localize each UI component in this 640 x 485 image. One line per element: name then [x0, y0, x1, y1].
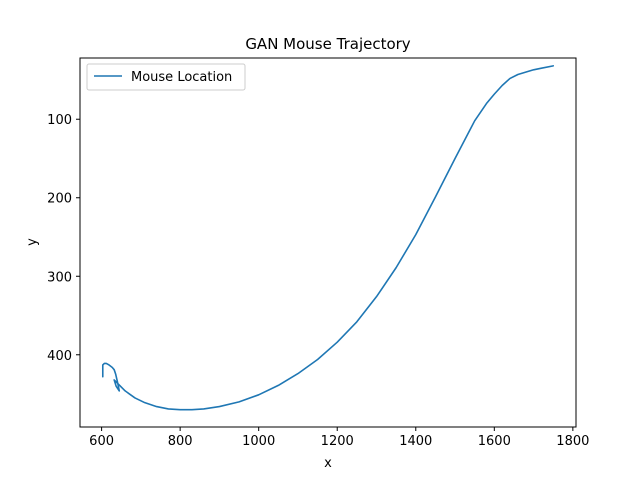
x-axis-ticks: 600 800 1000 1200 1400 1600 1800 — [89, 427, 589, 449]
legend-label-mouse-location: Mouse Location — [131, 70, 232, 85]
y-tick-label: 400 — [47, 349, 72, 364]
series-line-mouse-location — [101, 65, 555, 411]
x-tick-label: 1000 — [242, 434, 275, 449]
plot-frame — [79, 57, 577, 428]
x-tick-label: 800 — [168, 434, 193, 449]
chart-title: GAN Mouse Trajectory — [245, 35, 410, 53]
x-tick-label: 1600 — [478, 434, 511, 449]
x-tick-label: 1800 — [556, 434, 589, 449]
legend: Mouse Location — [86, 63, 246, 91]
y-tick-label: 200 — [47, 192, 72, 207]
y-tick-label: 100 — [47, 113, 72, 128]
x-axis-label: x — [324, 456, 332, 471]
x-tick-label: 1400 — [399, 434, 432, 449]
y-tick-label: 300 — [47, 270, 72, 285]
x-tick-label: 1200 — [321, 434, 354, 449]
y-axis-label: y — [25, 238, 40, 246]
legend-box — [86, 63, 246, 91]
x-tick-label: 600 — [89, 434, 114, 449]
y-axis-ticks: 100 200 300 400 — [47, 113, 80, 364]
